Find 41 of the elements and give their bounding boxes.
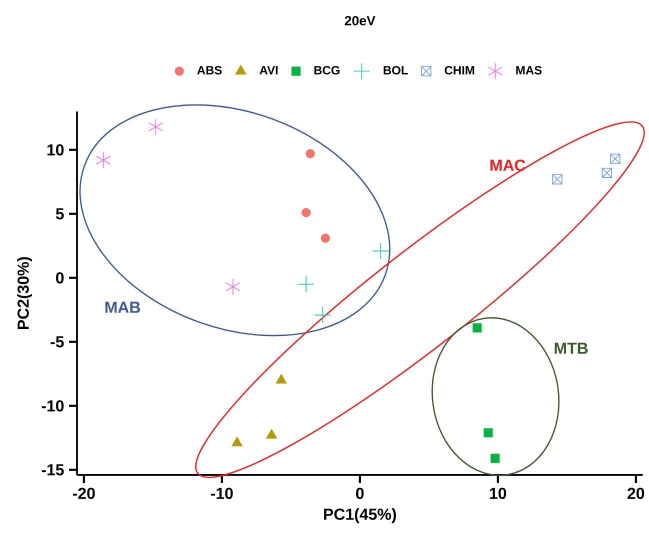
point bbox=[610, 154, 620, 164]
point bbox=[490, 454, 500, 463]
point bbox=[96, 152, 111, 169]
point bbox=[552, 174, 562, 184]
point bbox=[298, 276, 315, 293]
annotation: MTB bbox=[554, 342, 588, 354]
x-tick-label: 0 bbox=[356, 488, 364, 500]
y-tick-label: -5 bbox=[50, 336, 64, 348]
y-tick-label: 0 bbox=[56, 272, 64, 284]
legend-label: MAS bbox=[516, 66, 542, 75]
x-tick-label: 20 bbox=[628, 488, 644, 500]
x-tick-label: -20 bbox=[72, 488, 95, 500]
legend-label: ABS bbox=[197, 66, 222, 75]
x-tick-label: -10 bbox=[210, 488, 233, 500]
point bbox=[320, 234, 330, 243]
y-axis-title: PC2(30%) bbox=[17, 257, 32, 330]
point bbox=[314, 306, 332, 324]
legend-label: AVI bbox=[260, 66, 278, 74]
y-tick-label: -15 bbox=[42, 464, 64, 476]
y-tick-label: 5 bbox=[56, 208, 64, 220]
point bbox=[472, 323, 482, 332]
point bbox=[266, 429, 278, 439]
legend-label: CHIM bbox=[444, 66, 474, 75]
point bbox=[302, 208, 311, 218]
point bbox=[276, 374, 287, 384]
point bbox=[484, 428, 493, 438]
y-tick-label: 10 bbox=[48, 144, 64, 156]
chart-title: 20eV bbox=[344, 16, 376, 26]
annotation: MAC bbox=[490, 160, 526, 171]
y-tick-label: -10 bbox=[42, 400, 64, 412]
x-tick-label: 10 bbox=[490, 488, 506, 500]
x-axis-title: PC1(45%) bbox=[324, 508, 396, 524]
legend-label: BOL bbox=[384, 66, 408, 75]
point bbox=[602, 168, 612, 178]
legend-label: BCG bbox=[314, 66, 340, 75]
point bbox=[226, 278, 240, 296]
point bbox=[232, 436, 243, 446]
annotation: MAB bbox=[105, 302, 140, 313]
point bbox=[372, 242, 390, 260]
point bbox=[306, 149, 315, 158]
point bbox=[148, 118, 163, 136]
